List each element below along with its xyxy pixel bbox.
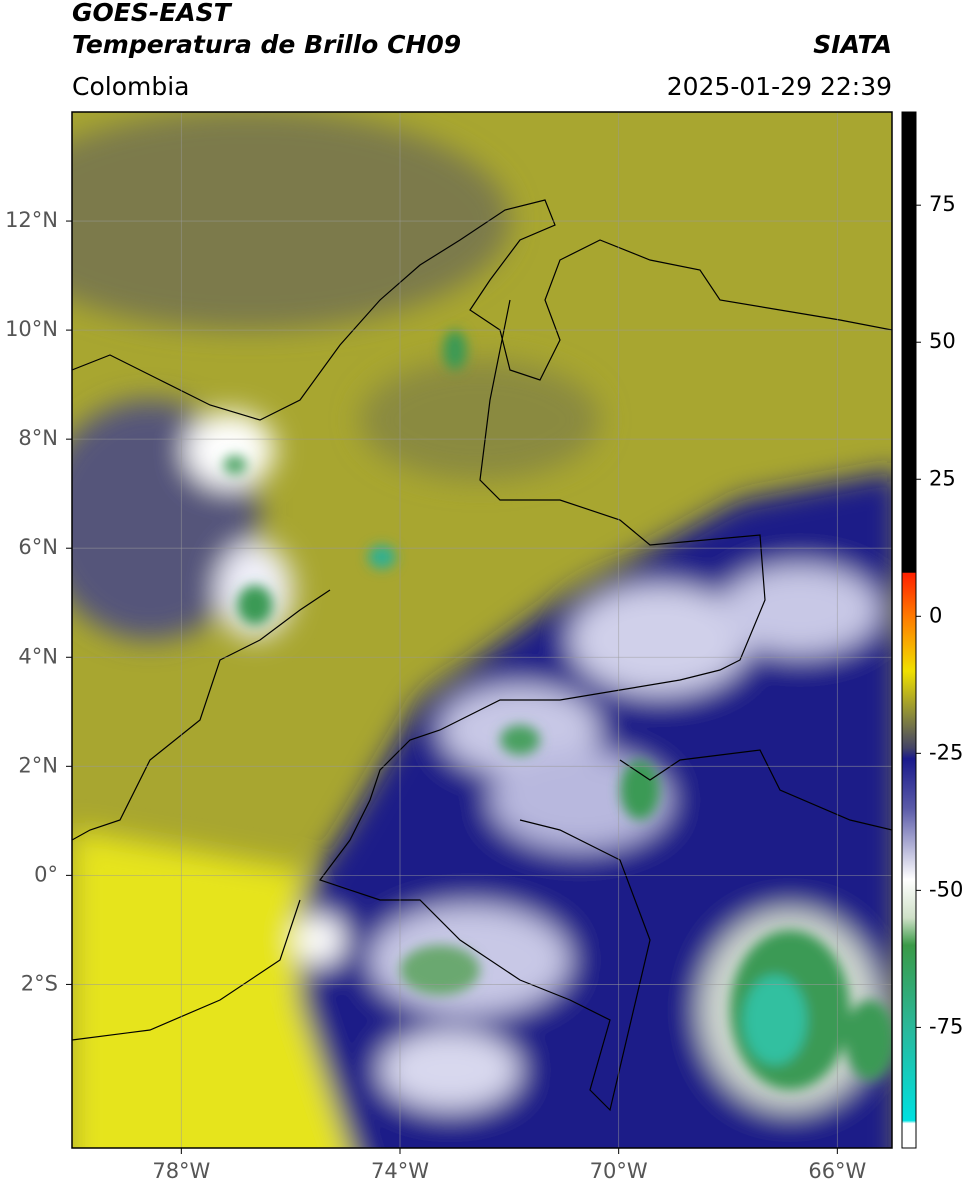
y-tick-label: 0°: [34, 862, 58, 886]
y-tick-label: 6°N: [18, 535, 58, 559]
x-tick-label: 78°W: [152, 1159, 210, 1183]
borders: [72, 199, 892, 1112]
colorbar-tick-label: 50: [929, 329, 956, 353]
colorbar: [901, 111, 917, 1149]
colorbar-tick-label: -25: [929, 740, 963, 764]
colorbar-tick-label: -50: [929, 877, 963, 901]
region: Colombia: [72, 72, 189, 101]
y-tick-label: 2°S: [21, 971, 58, 995]
x-tick-label: 66°W: [808, 1159, 866, 1183]
x-tick-label: 74°W: [371, 1159, 429, 1183]
satellite-image: [72, 112, 892, 1148]
convective-cores: [223, 330, 892, 1090]
y-tick-label: 12°N: [5, 208, 58, 232]
timestamp: 2025-01-29 22:39: [667, 72, 892, 101]
colorbar-tick-label: 75: [929, 192, 956, 216]
y-tick-label: 2°N: [18, 753, 58, 777]
map-frame: [71, 111, 893, 1149]
y-tick-label: 4°N: [18, 644, 58, 668]
title: GOES-EAST: [72, 0, 233, 27]
y-tick-label: 10°N: [5, 317, 58, 341]
subtitle: Temperatura de Brillo CH09: [72, 30, 461, 59]
colorbar-tick-label: 25: [929, 466, 956, 490]
x-tick-label: 70°W: [590, 1159, 648, 1183]
y-tick-label: 8°N: [18, 426, 58, 450]
source: SIATA: [813, 30, 892, 59]
colorbar-tick-label: -75: [929, 1014, 963, 1038]
grid-layer: [72, 112, 892, 1148]
colorbar-tick-label: 0: [929, 603, 942, 627]
